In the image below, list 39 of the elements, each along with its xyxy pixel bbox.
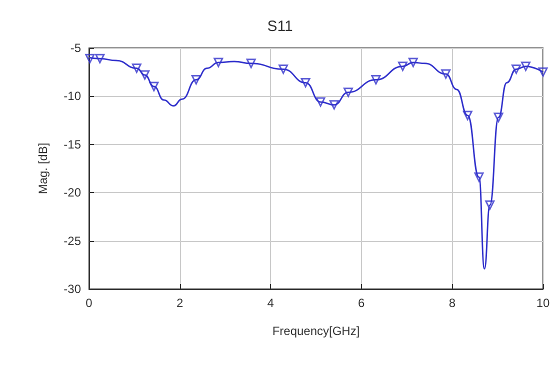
point <box>398 62 408 72</box>
y-tick-label: -15 <box>64 137 82 152</box>
point <box>278 64 288 74</box>
point <box>149 82 159 92</box>
x-tick-label: 6 <box>358 296 366 310</box>
point <box>408 58 418 68</box>
point <box>521 62 530 72</box>
x-tick-label: 0 <box>86 296 93 310</box>
chart-title: S11 <box>267 18 293 35</box>
point <box>95 54 105 64</box>
point <box>494 112 504 122</box>
point <box>441 69 451 79</box>
point <box>191 75 201 85</box>
point <box>214 58 224 68</box>
x-tick-label: 4 <box>267 296 274 310</box>
y-tick-label: -5 <box>70 41 82 55</box>
x-tick-label: 8 <box>448 296 456 310</box>
y-tick-label: -30 <box>64 282 82 296</box>
point <box>485 200 495 210</box>
x-tick-label: 2 <box>176 296 184 310</box>
point <box>538 67 548 77</box>
x-tick-label: 10 <box>536 296 550 310</box>
point <box>474 172 484 182</box>
y-tick-label: -20 <box>64 186 82 200</box>
y-tick-label: -25 <box>64 234 82 248</box>
y-axis-title: Mag. [dB] <box>36 142 50 194</box>
point <box>511 64 521 74</box>
point <box>329 100 339 110</box>
y-tick-label: -10 <box>64 89 82 104</box>
point <box>371 75 381 85</box>
point <box>343 88 353 98</box>
point <box>300 78 310 88</box>
x-axis-title: Frequency[GHz] <box>272 324 360 338</box>
point <box>246 58 256 68</box>
point <box>140 70 150 80</box>
point <box>132 63 142 73</box>
point <box>462 110 472 120</box>
point <box>316 97 326 107</box>
point <box>85 54 95 64</box>
